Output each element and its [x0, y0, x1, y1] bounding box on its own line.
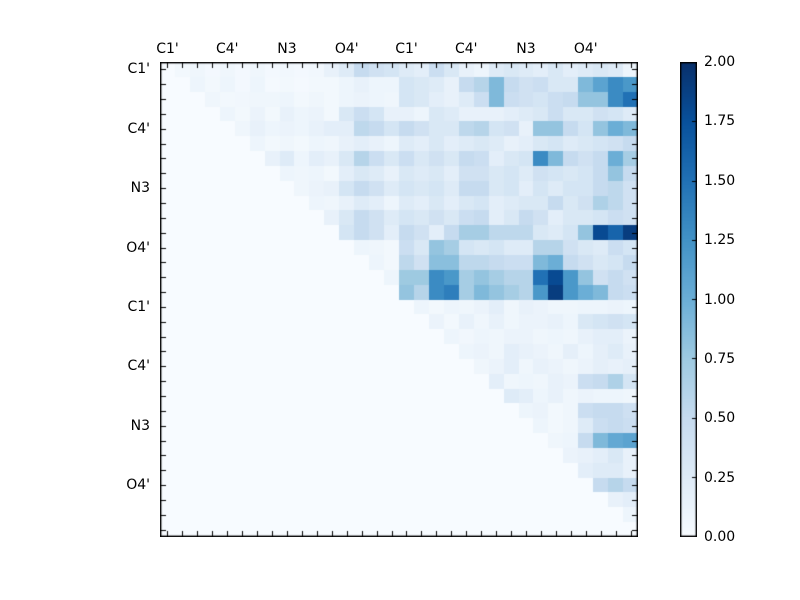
y-axis-tick-label: N3: [130, 417, 150, 434]
y-axis-tick-label: C4': [127, 358, 150, 375]
colorbar-tick-label: 1.50: [704, 172, 736, 189]
colorbar-tick-label: 0.50: [704, 410, 736, 427]
y-axis-tick-label: C1': [127, 61, 150, 78]
x-axis-tick-label: N3: [277, 41, 297, 57]
y-axis-tick-label: C1': [127, 298, 150, 315]
colorbar-tick-label: 1.00: [704, 291, 736, 308]
x-axis-tick-label: N3: [516, 41, 536, 57]
colorbar-tick-label: 1.75: [704, 113, 736, 130]
x-axis-tick-label: O4': [334, 41, 359, 57]
y-axis-tick-label: O4': [126, 239, 150, 256]
x-axis-tick-label: C4': [454, 41, 478, 57]
y-axis-tick-label: C4': [127, 120, 150, 137]
x-axis-tick-label: O4': [573, 41, 598, 57]
colorbar-tick-label: 0.75: [704, 350, 736, 367]
x-axis-tick-label: C1': [156, 41, 179, 57]
x-axis-tick-label: C1': [395, 41, 418, 57]
colorbar-tick-label: 0.25: [704, 469, 736, 486]
y-axis-tick-label: N3: [130, 180, 150, 197]
colorbar-tick-label: 2.00: [704, 54, 736, 70]
x-axis-tick-label: C4': [215, 41, 239, 57]
heatmap-canvas: [160, 62, 638, 537]
colorbar-tick-label: 1.25: [704, 232, 736, 249]
colorbar-tick-label: 0.00: [704, 529, 736, 545]
y-axis-tick-label: O4': [126, 477, 150, 494]
colorbar-canvas: [680, 62, 697, 537]
